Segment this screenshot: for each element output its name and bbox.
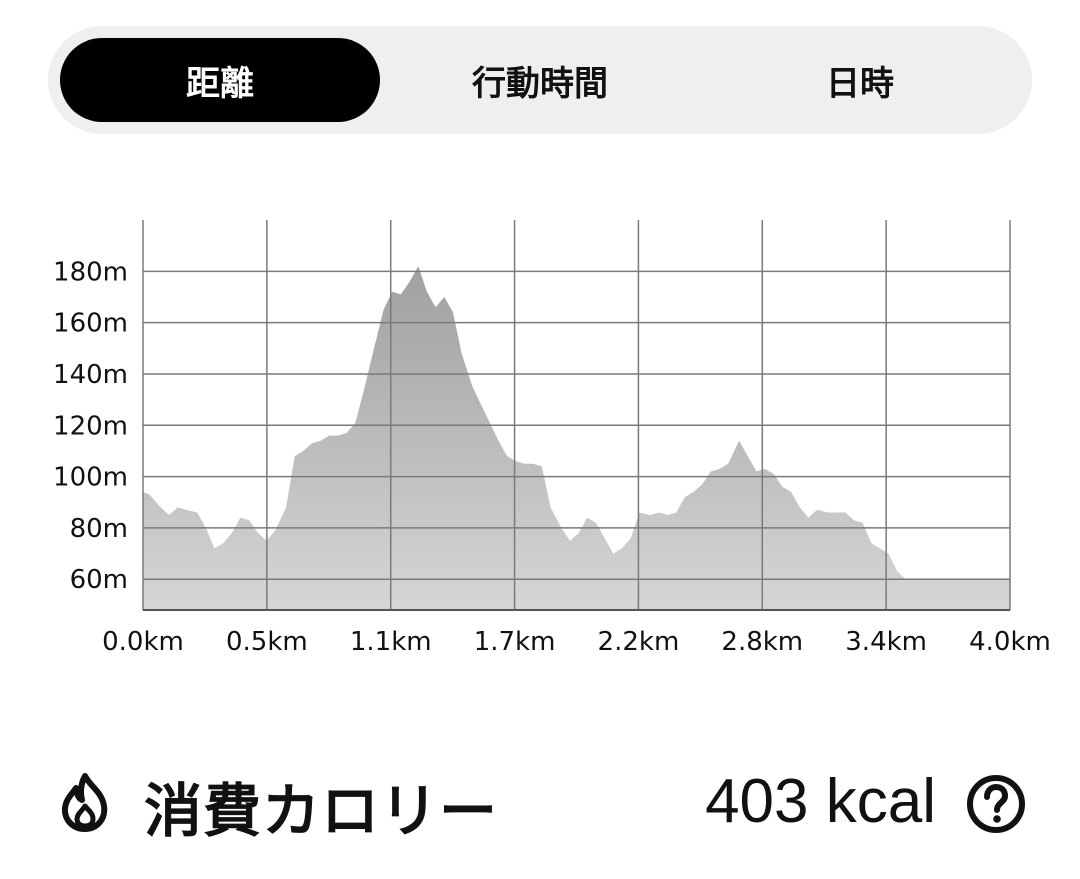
calorie-label: 消費カロリー <box>144 777 499 845</box>
tab-activity-time[interactable]: 行動時間 <box>472 63 608 104</box>
calorie-value: 403 kcal <box>705 767 936 836</box>
question-circle-icon[interactable] <box>966 774 1026 834</box>
x-tick-label: 2.2km <box>598 627 680 657</box>
y-tick-label: 60m <box>70 565 128 595</box>
y-tick-label: 120m <box>53 411 128 441</box>
x-tick-label: 4.0km <box>969 627 1051 657</box>
flame-icon <box>61 773 108 832</box>
y-tick-label: 180m <box>53 257 128 287</box>
x-tick-label: 2.8km <box>721 627 803 657</box>
elevation-area <box>143 266 1010 610</box>
x-tick-label: 0.0km <box>102 627 184 657</box>
x-tick-label: 1.7km <box>474 627 556 657</box>
x-tick-label: 0.5km <box>226 627 308 657</box>
calorie-row: 消費カロリー 403 kcal <box>48 752 1032 848</box>
y-tick-label: 160m <box>53 309 128 339</box>
x-tick-label: 1.1km <box>350 627 432 657</box>
y-tick-label: 140m <box>53 360 128 390</box>
tab-date-time[interactable]: 日時 <box>826 63 894 104</box>
elevation-chart: 60m 80m 100m 120m 140m 160m 180m 0.0km 0.5km 1.1… <box>0 200 1080 680</box>
elevation-chart-svg: 60m 80m 100m 120m 140m 160m 180m 0.0km 0.5km 1.1… <box>53 220 1051 657</box>
tab-distance[interactable]: 距離 <box>60 38 380 122</box>
x-tick-label: 3.4km <box>845 627 927 657</box>
segmented-control: 距離 行動時間 日時 <box>48 26 1032 134</box>
y-tick-label: 80m <box>70 514 128 544</box>
y-tick-label: 100m <box>53 463 128 493</box>
